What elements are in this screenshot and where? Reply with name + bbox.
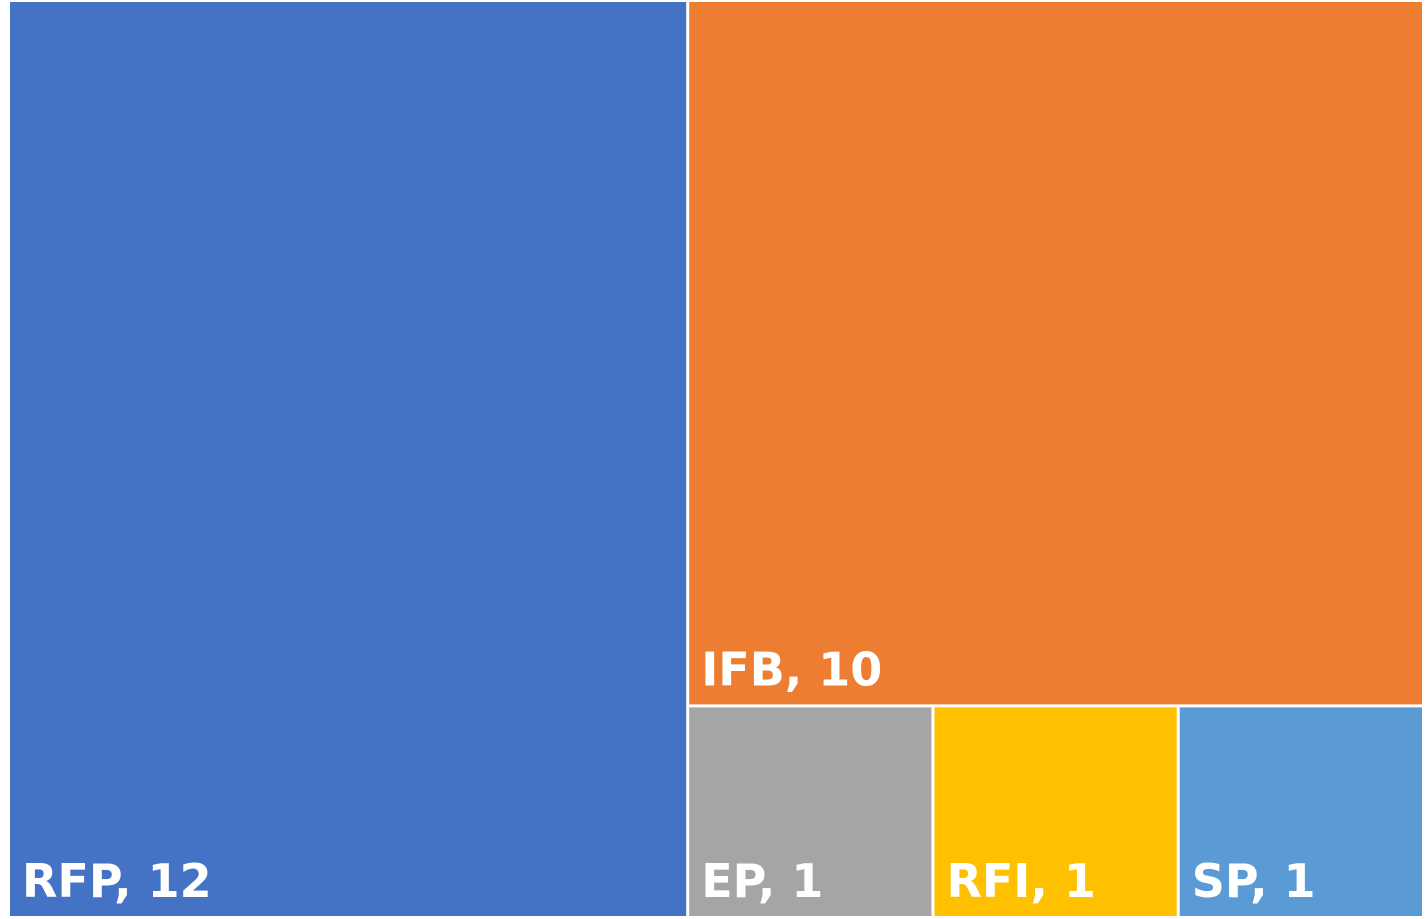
tile-label: RFP, 12 <box>22 854 212 908</box>
tile-label: SP, 1 <box>1192 854 1316 908</box>
tile-label: RFI, 1 <box>946 854 1095 908</box>
tile-label: EP, 1 <box>701 854 823 908</box>
treemap-tile <box>10 2 687 916</box>
treemap-tile <box>1179 707 1422 916</box>
tile-label: IFB, 10 <box>701 642 882 696</box>
treemap-tile <box>689 707 932 916</box>
treemap-tile <box>689 2 1422 705</box>
treemap-tile <box>934 707 1177 916</box>
